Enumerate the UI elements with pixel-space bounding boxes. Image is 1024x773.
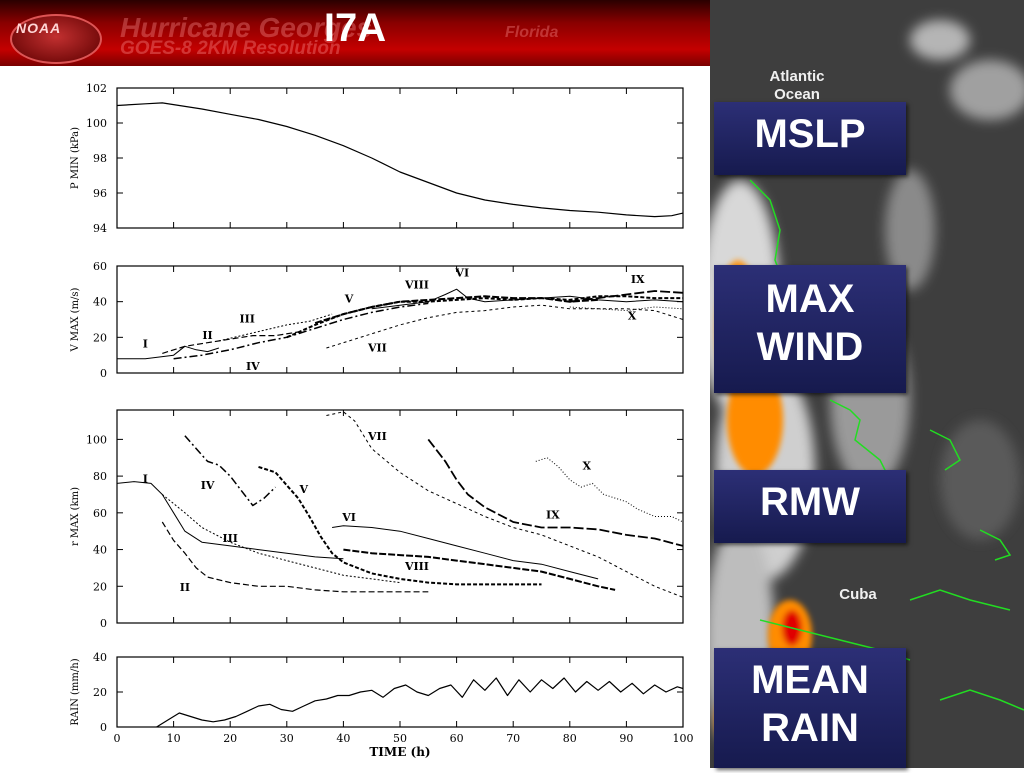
y-tick-label-mean_rain: 20 xyxy=(93,686,107,699)
noaa-logo xyxy=(10,14,102,64)
x-tick-label: 60 xyxy=(450,732,464,745)
series-label-rmw-i: I xyxy=(143,472,148,485)
x-tick-label: 100 xyxy=(673,732,694,745)
slide-title: I7A xyxy=(323,6,387,50)
series-line-max_wind-vii xyxy=(326,304,684,349)
mean-rain-label-line1: MEAN xyxy=(751,658,869,702)
y-tick-label-mean_rain: 0 xyxy=(100,721,107,734)
series-line-max_wind-x xyxy=(569,306,684,312)
y-tick-label-rmw: 100 xyxy=(86,433,107,446)
max-wind-label-box: MAX WIND xyxy=(714,265,906,393)
banner-region-text: Florida xyxy=(505,24,559,41)
series-line-rmw-iv xyxy=(184,435,277,507)
y-axis-label-max_wind: V MAX (m/s) xyxy=(70,287,81,352)
series-label-rmw-iii: III xyxy=(222,532,237,545)
series-label-rmw-ix: IX xyxy=(546,509,560,522)
max-wind-label-line1: MAX xyxy=(765,277,855,321)
x-tick-label: 0 xyxy=(114,732,121,745)
series-line-max_wind-ix xyxy=(569,290,684,303)
chart-area: 94 96 98 100 102 P MIN (kPa) 0 20 40 60 V MAX (m/s… xyxy=(0,70,710,768)
x-tick-label: 70 xyxy=(506,732,520,745)
noaa-logo-text: NOAA xyxy=(16,20,62,36)
series-label-max_wind-ii: II xyxy=(202,329,212,342)
plot-frame-mean_rain xyxy=(116,656,684,728)
series-label-rmw-x: X xyxy=(583,460,592,473)
series-line-rmw-ii xyxy=(161,521,429,593)
x-tick-label: 90 xyxy=(619,732,633,745)
series-line-mean_rain xyxy=(156,677,684,728)
series-line-rmw-vii xyxy=(326,411,684,598)
y-tick-label-rmw: 40 xyxy=(93,544,107,557)
y-tick-label-mslp: 98 xyxy=(93,152,107,165)
series-line-rmw-vi xyxy=(332,525,599,580)
x-tick-label: 30 xyxy=(280,732,294,745)
series-label-max_wind-vii: VII xyxy=(367,342,387,355)
series-label-max_wind-x: X xyxy=(628,310,637,323)
y-axis-label-mean_rain: RAIN (mm/h) xyxy=(70,658,81,725)
rmw-label-box: RMW xyxy=(714,470,906,543)
y-tick-label-mslp: 94 xyxy=(93,222,107,235)
series-line-max_wind-viii xyxy=(314,295,599,325)
series-label-max_wind-iii: III xyxy=(239,313,254,326)
x-tick-label: 80 xyxy=(563,732,577,745)
series-label-max_wind-ix: IX xyxy=(631,273,645,286)
y-tick-label-mean_rain: 40 xyxy=(93,651,107,664)
max-wind-label-line2: WIND xyxy=(756,325,864,369)
series-line-rmw-i xyxy=(116,481,344,560)
mslp-label-box: MSLP xyxy=(714,102,906,175)
y-tick-label-rmw: 0 xyxy=(100,617,107,630)
series-line-max_wind-i xyxy=(117,345,220,360)
satellite-label-cuba: Cuba xyxy=(839,586,877,603)
x-tick-label: 10 xyxy=(167,732,181,745)
banner-title-text: Hurricane Georges xyxy=(120,12,373,43)
plot-frame-rmw xyxy=(116,409,684,624)
series-label-rmw-vii: VII xyxy=(367,430,387,443)
series-label-max_wind-iv: IV xyxy=(246,360,260,373)
mslp-label: MSLP xyxy=(754,112,866,156)
banner-subtitle-text: GOES-8 2KM Resolution xyxy=(120,38,341,59)
slide-banner: NOAA Hurricane Georges GOES-8 2KM Resolu… xyxy=(0,0,710,66)
series-line-rmw-v xyxy=(258,465,542,586)
series-label-rmw-ii: II xyxy=(180,581,190,594)
y-axis-label-mslp: P MIN (kPa) xyxy=(70,127,81,189)
y-tick-label-rmw: 60 xyxy=(93,507,107,520)
y-axis-label-rmw: r MAX (km) xyxy=(70,487,81,546)
y-tick-label-rmw: 80 xyxy=(93,470,107,483)
y-tick-label-mslp: 96 xyxy=(93,187,107,200)
series-label-rmw-iv: IV xyxy=(201,479,215,492)
y-tick-label-max_wind: 0 xyxy=(100,367,107,380)
satellite-label-atlantic: Atlantic Ocean xyxy=(769,68,825,103)
series-label-rmw-v: V xyxy=(299,483,309,496)
series-label-rmw-viii: VIII xyxy=(404,560,429,573)
series-label-max_wind-v: V xyxy=(344,292,354,305)
series-line-rmw-x xyxy=(535,457,684,523)
y-tick-label-max_wind: 60 xyxy=(93,260,107,273)
series-line-rmw-viii xyxy=(343,548,616,591)
y-tick-label-rmw: 20 xyxy=(93,580,107,593)
series-line-max_wind-ii xyxy=(162,331,299,354)
series-label-max_wind-vi: VI xyxy=(454,267,469,280)
series-line-max_wind-iii xyxy=(218,313,333,342)
series-line-max_wind-iv xyxy=(173,302,429,360)
series-label-max_wind-i: I xyxy=(143,337,148,350)
series-line-rmw-iii xyxy=(161,494,401,584)
series-line-rmw-ix xyxy=(427,438,684,547)
series-line-mslp xyxy=(116,102,684,218)
plot-frame-max_wind xyxy=(116,265,684,374)
y-tick-label-max_wind: 20 xyxy=(93,331,107,344)
series-label-max_wind-viii: VIII xyxy=(404,278,429,291)
series-label-rmw-vi: VI xyxy=(341,511,356,524)
mean-rain-label-line2: RAIN xyxy=(761,706,859,750)
x-tick-label: 20 xyxy=(223,732,237,745)
y-tick-label-max_wind: 40 xyxy=(93,296,107,309)
x-tick-label: 50 xyxy=(393,732,407,745)
x-tick-label: 40 xyxy=(336,732,350,745)
y-tick-label-mslp: 100 xyxy=(86,117,107,130)
rmw-label: RMW xyxy=(760,480,860,524)
y-tick-label-mslp: 102 xyxy=(86,82,107,95)
mean-rain-label-box: MEAN RAIN xyxy=(714,648,906,768)
x-axis-label: TIME (h) xyxy=(369,745,430,759)
